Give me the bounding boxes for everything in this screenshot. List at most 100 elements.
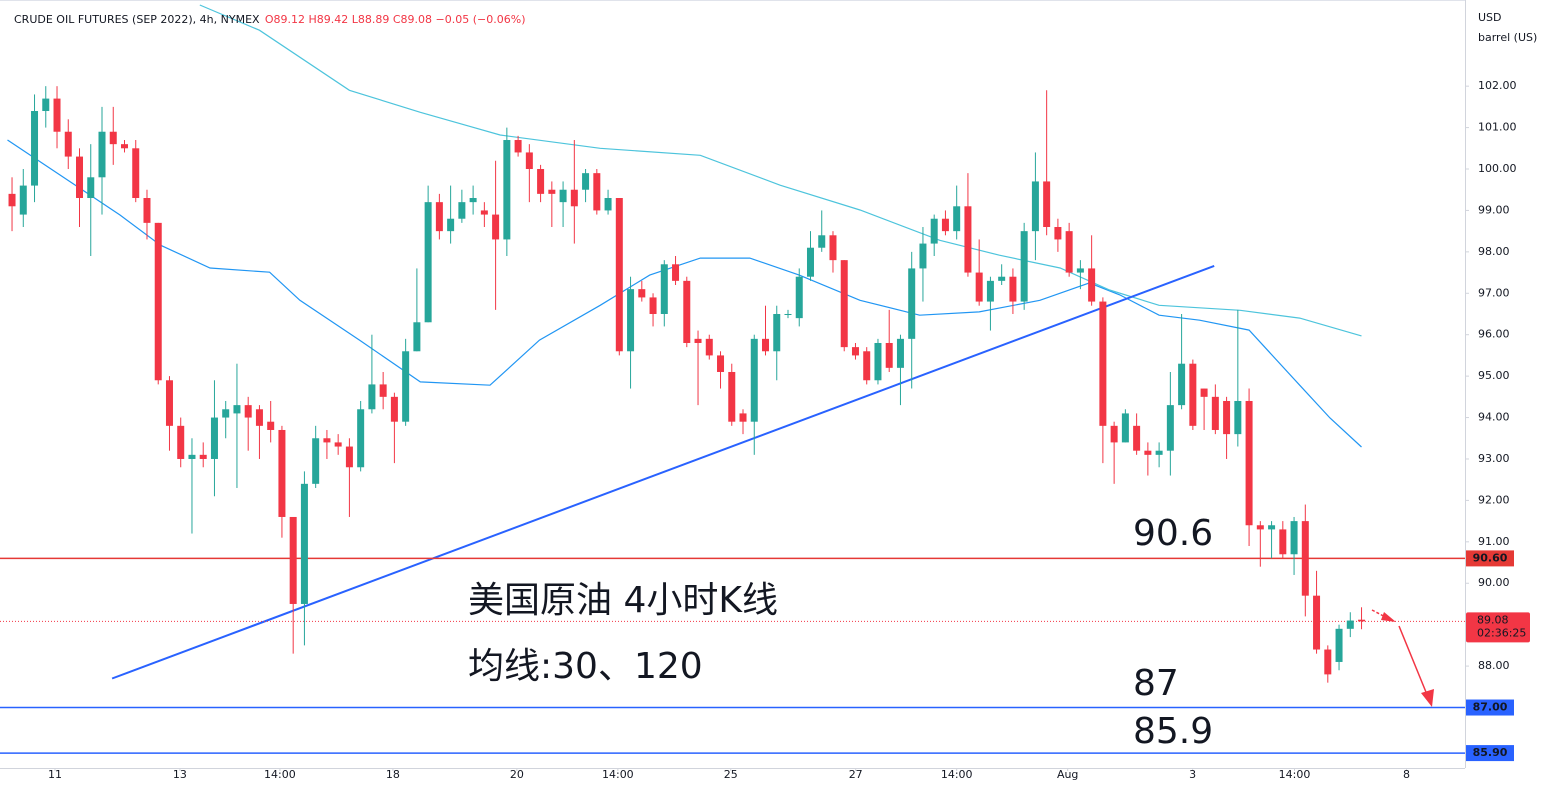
candle-body: [165, 380, 173, 426]
candle-body: [447, 218, 455, 232]
candle-body: [435, 202, 443, 232]
candle-body: [930, 218, 938, 244]
x-tick-label: 11: [48, 768, 62, 781]
candle-body: [323, 438, 331, 443]
candle-body: [1200, 388, 1208, 397]
candle-body: [1088, 268, 1096, 302]
candle-body: [267, 421, 275, 430]
arrow-head: [1381, 612, 1396, 622]
candle-body: [1178, 363, 1186, 406]
candle-body: [199, 454, 207, 459]
axis-layer: 88.0089.0090.0091.0092.0093.0094.0095.00…: [48, 79, 1530, 781]
candle-body: [19, 185, 27, 215]
candle-body: [143, 198, 151, 223]
candle-body: [154, 222, 162, 381]
annotation: 87: [1133, 663, 1179, 704]
candle-body: [1189, 363, 1197, 426]
candle-body: [829, 235, 837, 261]
candle-body: [222, 409, 230, 418]
candle-body: [210, 417, 218, 459]
candle-body: [132, 148, 140, 199]
candle-body: [593, 173, 601, 211]
candle-body: [244, 405, 252, 418]
candle-body: [683, 280, 691, 343]
candle-body: [1268, 525, 1276, 530]
candle-body: [1245, 400, 1253, 526]
candle-body: [874, 342, 882, 381]
candle-body: [1324, 649, 1332, 675]
candle-body: [559, 189, 567, 203]
candle-body: [480, 210, 488, 215]
candle-body: [300, 483, 308, 604]
price-line-label: 90.60: [1473, 551, 1508, 564]
candle-body: [638, 289, 646, 298]
trendline: [111, 264, 1215, 680]
candle-body: [1290, 521, 1298, 555]
candle-body: [357, 409, 365, 468]
candle-body: [402, 351, 410, 422]
candle-body: [1313, 595, 1321, 650]
x-tick-label: 13: [173, 768, 187, 781]
candle-body: [998, 276, 1006, 281]
price-line-label-bg: [1466, 550, 1514, 567]
candle-body: [750, 338, 758, 422]
x-tick-label: 3: [1189, 768, 1196, 781]
countdown-label: 02:36:25: [1477, 626, 1526, 639]
candle-body: [76, 156, 84, 199]
candle-body: [908, 268, 916, 339]
y-tick-label: 88.00: [1478, 659, 1510, 672]
candle-body: [424, 202, 432, 323]
candle-body: [570, 189, 578, 207]
candle-body: [1121, 413, 1129, 443]
candle-body: [8, 193, 16, 207]
y-tick-label: 100.00: [1478, 162, 1517, 175]
candle-body: [188, 454, 196, 459]
candle-body: [1223, 400, 1231, 435]
unit-label: barrel (US): [1478, 31, 1537, 44]
x-tick-label: 14:00: [1279, 768, 1311, 781]
candle-body: [289, 516, 297, 604]
candle-body: [1234, 400, 1242, 435]
moving-average: [199, 4, 1362, 337]
price-line-label-bg: [1466, 745, 1514, 762]
y-tick-label: 91.00: [1478, 535, 1510, 548]
x-tick-label: 14:00: [941, 768, 973, 781]
candle-body: [986, 280, 994, 302]
candle-body: [469, 198, 477, 203]
x-tick-label: 18: [386, 768, 400, 781]
candle-body: [1144, 450, 1152, 455]
projection-arrow: [1398, 625, 1429, 698]
candle-body: [1279, 529, 1287, 555]
y-tick-label: 93.00: [1478, 452, 1510, 465]
x-tick-label: Aug: [1057, 768, 1078, 781]
x-tick-label: 27: [849, 768, 863, 781]
candle-body: [492, 214, 500, 240]
candle-body: [604, 198, 612, 211]
candle-body: [919, 243, 927, 269]
candle-body: [851, 347, 859, 356]
candle-body: [42, 98, 50, 112]
candle-body: [896, 338, 904, 368]
candle-body: [31, 111, 39, 186]
symbol-title: CRUDE OIL FUTURES (SEP 2022), 4h, NYMEX: [14, 13, 260, 26]
candle-body: [1256, 525, 1264, 530]
candle-body: [1099, 301, 1107, 426]
candle-body: [312, 438, 320, 484]
candle-body: [1031, 181, 1039, 232]
y-tick-label: 94.00: [1478, 411, 1510, 424]
currency-label: USD: [1478, 11, 1502, 24]
candle-body: [1076, 268, 1084, 273]
candle-body: [278, 429, 286, 517]
annotation: 90.6: [1133, 513, 1213, 554]
candle-body: [694, 338, 702, 343]
ohlc-values: O89.12 H89.42 L88.89 C89.08 −0.05 (−0.06…: [265, 13, 526, 26]
candle-body: [525, 152, 533, 170]
candle-body: [64, 131, 72, 157]
candle-body: [582, 173, 590, 190]
candle-body: [1335, 628, 1343, 662]
y-tick-label: 95.00: [1478, 369, 1510, 382]
candle-body: [1009, 276, 1017, 302]
candle-body: [1358, 619, 1366, 622]
candle-body: [548, 189, 556, 194]
